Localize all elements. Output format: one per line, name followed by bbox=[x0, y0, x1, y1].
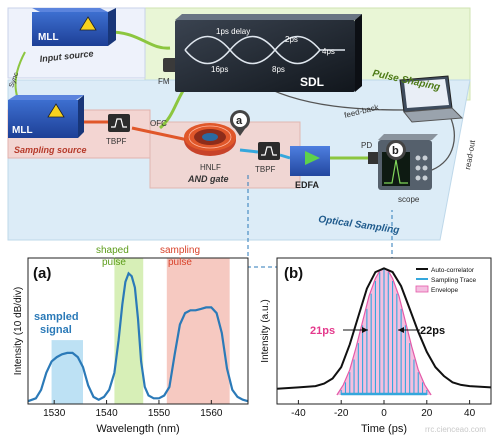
pd-label: PD bbox=[361, 141, 372, 150]
x-tick-label: 1540 bbox=[95, 408, 118, 419]
marker-b-label: b bbox=[392, 145, 399, 157]
and-gate-label: AND gate bbox=[187, 174, 229, 184]
shaped-pulse-line2: pulse bbox=[102, 257, 126, 268]
x-tick-label: 1530 bbox=[43, 408, 66, 419]
x-tick-label: 0 bbox=[381, 408, 387, 419]
sdl-delay-2ps: 2ps bbox=[285, 35, 298, 44]
mll-top: MLL bbox=[32, 8, 116, 46]
edfa-label: EDFA bbox=[295, 180, 320, 190]
legend-envelope: Envelope bbox=[431, 287, 458, 294]
pd-box bbox=[368, 152, 378, 164]
laser-warning-icon bbox=[79, 16, 97, 31]
amplifier-icon bbox=[305, 151, 320, 165]
panel-a-xlabel: Wavelength (nm) bbox=[96, 423, 179, 435]
readout-label: read-out bbox=[463, 139, 477, 171]
tbpf-left-label: TBPF bbox=[106, 137, 127, 146]
fiber-out bbox=[239, 148, 291, 160]
marker-b: b bbox=[386, 140, 406, 160]
fm-label: FM bbox=[158, 77, 170, 86]
panel-b-xlabel: Time (ps) bbox=[361, 423, 407, 435]
panel-b-chart: -40 -20 0 20 40 (b) 21ps 22ps Auto-correlato… bbox=[260, 257, 492, 435]
panel-a-chart: 1530 1540 1550 1560 (a) shaped pulse sampli… bbox=[13, 245, 249, 435]
edfa-box: EDFA bbox=[290, 146, 330, 190]
panel-a-label: (a) bbox=[33, 265, 51, 282]
x-tick-label: 40 bbox=[464, 408, 476, 419]
marker-a-label: a bbox=[236, 115, 243, 127]
panel-b-ticks: -40 -20 0 20 40 bbox=[291, 400, 476, 419]
x-tick-label: -40 bbox=[291, 408, 306, 419]
autocorrelator-trace bbox=[276, 267, 492, 390]
sdl-board: 1ps delay 2ps 4ps 8ps 16ps SDL bbox=[175, 14, 362, 92]
sdl-waveguide bbox=[184, 35, 345, 65]
fwhm-left-label: 21ps bbox=[310, 325, 335, 337]
filter-icon bbox=[111, 118, 127, 128]
sampling-trace-stems bbox=[340, 268, 428, 395]
spectrum-trace bbox=[27, 271, 249, 403]
hnlf-coil bbox=[184, 123, 236, 156]
sampling-source-label: Sampling source bbox=[14, 145, 87, 155]
mll-top-label: MLL bbox=[38, 32, 59, 43]
ofc-label: OFC bbox=[150, 119, 167, 128]
legend-sampling-trace: Sampling Trace bbox=[431, 277, 477, 284]
marker-a: a bbox=[230, 110, 250, 136]
sampled-signal-line2: signal bbox=[40, 324, 72, 336]
scope bbox=[378, 134, 438, 190]
panel-a-ylabel: Intensity (10 dB/div) bbox=[13, 287, 24, 375]
legend-autocorrelator: Auto-correlator bbox=[431, 267, 475, 274]
sampled-signal-line1: sampled bbox=[34, 311, 79, 323]
tbpf-left: TBPF bbox=[106, 114, 130, 146]
watermark: rrc.cienceao.com bbox=[425, 425, 486, 434]
sdl-delay-8ps: 8ps bbox=[272, 65, 285, 74]
fwhm-right-label: 22ps bbox=[420, 325, 445, 337]
fiber-input-to-sdl bbox=[109, 30, 171, 50]
sdl-delay-16ps: 16ps bbox=[211, 65, 228, 74]
filter-icon bbox=[261, 146, 277, 156]
laser-warning-icon bbox=[47, 103, 65, 118]
region-sampling bbox=[166, 258, 230, 404]
mll-bottom: MLL bbox=[8, 95, 84, 138]
shaped-pulse-line1: shaped bbox=[96, 245, 129, 256]
x-tick-label: 20 bbox=[421, 408, 433, 419]
scope-label: scope bbox=[398, 195, 420, 204]
sdl-delay-1ps: 1ps delay bbox=[216, 27, 250, 36]
sampling-pulse-line1: sampling bbox=[160, 245, 200, 256]
sampling-pulse-line2: pulse bbox=[168, 257, 192, 268]
region-sampled bbox=[51, 340, 83, 404]
tbpf-right-label: TBPF bbox=[255, 165, 276, 174]
fm-box bbox=[163, 58, 177, 72]
x-tick-label: -20 bbox=[334, 408, 349, 419]
laptop-icon bbox=[399, 75, 464, 123]
panel-b-ylabel: Intensity (a.u.) bbox=[260, 299, 271, 362]
panel-b-label: (b) bbox=[284, 265, 303, 282]
hnlf-label: HNLF bbox=[200, 163, 221, 172]
sdl-label: SDL bbox=[300, 75, 324, 89]
panel-b-legend: Auto-correlator Sampling Trace Envelope bbox=[415, 267, 477, 294]
panel-a-ticks: 1530 1540 1550 1560 bbox=[43, 400, 223, 419]
x-tick-label: 1550 bbox=[148, 408, 171, 419]
sdl-delay-4ps: 4ps bbox=[322, 47, 335, 56]
tbpf-right: TBPF bbox=[255, 142, 280, 174]
x-tick-label: 1560 bbox=[200, 408, 223, 419]
mll-bottom-label: MLL bbox=[12, 125, 33, 136]
